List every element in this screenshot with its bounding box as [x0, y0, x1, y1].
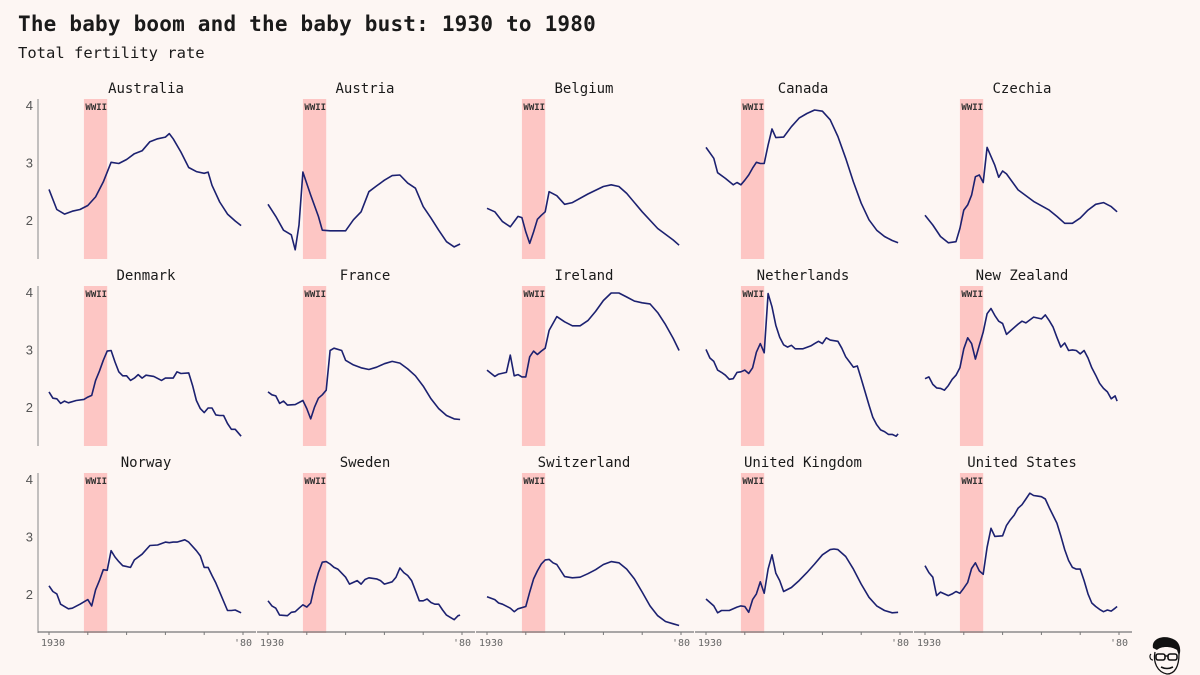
- series-line: [48, 539, 242, 614]
- wwii-band: [83, 99, 108, 259]
- wwii-label: WWII: [961, 103, 983, 113]
- wwii-band: [302, 473, 327, 633]
- wwii-label: WWII: [742, 477, 764, 487]
- panel-sweden: WWII Sweden 1930 '80: [257, 455, 475, 649]
- series-line: [486, 184, 680, 246]
- x-tick-label-last: '80: [891, 638, 909, 649]
- wwii-band: [521, 286, 546, 446]
- y-tick-label: 2: [26, 587, 33, 602]
- x-tick-label-first: 1930: [479, 638, 503, 649]
- y-tick-label: 2: [26, 400, 33, 415]
- panel-title: Ireland: [554, 268, 613, 284]
- y-tick-label: 4: [26, 472, 33, 487]
- panel-netherlands: WWII Netherlands: [705, 268, 899, 446]
- wwii-band: [740, 473, 765, 633]
- panel-title: Austria: [335, 81, 394, 97]
- panel-title: Belgium: [554, 81, 613, 97]
- wwii-band: [83, 286, 108, 446]
- wwii-label: WWII: [85, 290, 107, 300]
- wwii-band: [521, 99, 546, 259]
- panel-title: Canada: [778, 81, 829, 97]
- wwii-label: WWII: [304, 477, 326, 487]
- wwii-label: WWII: [742, 290, 764, 300]
- wwii-label: WWII: [523, 290, 545, 300]
- wwii-band: [740, 99, 765, 259]
- wwii-label: WWII: [85, 103, 107, 113]
- y-tick-label: 4: [26, 285, 33, 300]
- wwii-label: WWII: [304, 290, 326, 300]
- x-tick-label-first: 1930: [41, 638, 65, 649]
- panel-title: New Zealand: [976, 268, 1069, 284]
- series-line: [486, 292, 680, 378]
- panel-title: Switzerland: [538, 455, 631, 471]
- x-tick-label-last: '80: [672, 638, 690, 649]
- panel-ireland: WWII Ireland: [486, 268, 680, 446]
- wwii-band: [83, 473, 108, 633]
- y-tick-label: 2: [26, 213, 33, 228]
- panel-norway: WWII Norway 4 3 2 1930 '80: [26, 455, 256, 649]
- x-tick-label-last: '80: [234, 638, 252, 649]
- panel-switzerland: WWII Switzerland 1930 '80: [476, 455, 694, 649]
- series-line: [48, 132, 242, 227]
- chart-title: The baby boom and the baby bust: 1930 to…: [18, 12, 596, 36]
- panel-title: Netherlands: [757, 268, 850, 284]
- wwii-label: WWII: [742, 103, 764, 113]
- x-tick-label-last: '80: [453, 638, 471, 649]
- wwii-label: WWII: [961, 290, 983, 300]
- panel-title: Sweden: [340, 455, 391, 471]
- panel-belgium: WWII Belgium: [486, 81, 680, 259]
- wwii-label: WWII: [961, 477, 983, 487]
- y-tick-label: 4: [26, 98, 33, 113]
- series-line: [267, 560, 461, 621]
- x-tick-label-last: '80: [1110, 638, 1128, 649]
- series-line: [705, 292, 899, 437]
- panel-canada: WWII Canada: [705, 81, 899, 259]
- panel-title: United States: [967, 455, 1077, 471]
- wwii-label: WWII: [85, 477, 107, 487]
- panel-title: Denmark: [116, 268, 176, 284]
- panel-united-states: WWII United States 1930 '80: [914, 455, 1132, 649]
- panel-title: United Kingdom: [744, 455, 862, 471]
- y-tick-label: 3: [26, 156, 33, 171]
- x-tick-label-first: 1930: [698, 638, 722, 649]
- wwii-band: [959, 286, 984, 446]
- wwii-label: WWII: [304, 103, 326, 113]
- series-line: [486, 558, 680, 627]
- series-line: [924, 307, 1118, 402]
- chart-subtitle: Total fertility rate: [18, 44, 205, 62]
- series-line: [48, 349, 242, 437]
- panel-czechia: WWII Czechia: [924, 81, 1118, 259]
- series-line: [924, 492, 1118, 613]
- series-line: [705, 548, 899, 614]
- panel-austria: WWII Austria: [267, 81, 461, 259]
- series-line: [924, 146, 1118, 244]
- y-tick-label: 3: [26, 530, 33, 545]
- x-tick-label-first: 1930: [260, 638, 284, 649]
- panel-title: Australia: [108, 81, 184, 97]
- panel-title: Czechia: [992, 81, 1051, 97]
- wwii-band: [302, 99, 327, 259]
- wwii-label: WWII: [523, 477, 545, 487]
- panels: WWIIAustralia432WWIIAustriaWWIIBelgiumWW…: [26, 81, 1132, 649]
- panel-united-kingdom: WWII United Kingdom 1930 '80: [695, 455, 913, 649]
- panel-france: WWII France: [267, 268, 461, 446]
- wwii-band: [302, 286, 327, 446]
- panel-title: France: [340, 268, 391, 284]
- author-portrait-logo: [1149, 637, 1181, 675]
- wwii-label: WWII: [523, 103, 545, 113]
- panel-title: Norway: [121, 455, 172, 471]
- panel-new-zealand: WWII New Zealand: [924, 268, 1118, 446]
- series-line: [267, 171, 461, 251]
- series-line: [267, 347, 461, 421]
- wwii-band: [959, 473, 984, 633]
- y-tick-label: 3: [26, 343, 33, 358]
- wwii-band: [521, 473, 546, 633]
- series-line: [705, 109, 899, 244]
- panel-denmark: WWII Denmark 4 3 2: [26, 268, 242, 446]
- wwii-band: [959, 99, 984, 259]
- x-tick-label-first: 1930: [917, 638, 941, 649]
